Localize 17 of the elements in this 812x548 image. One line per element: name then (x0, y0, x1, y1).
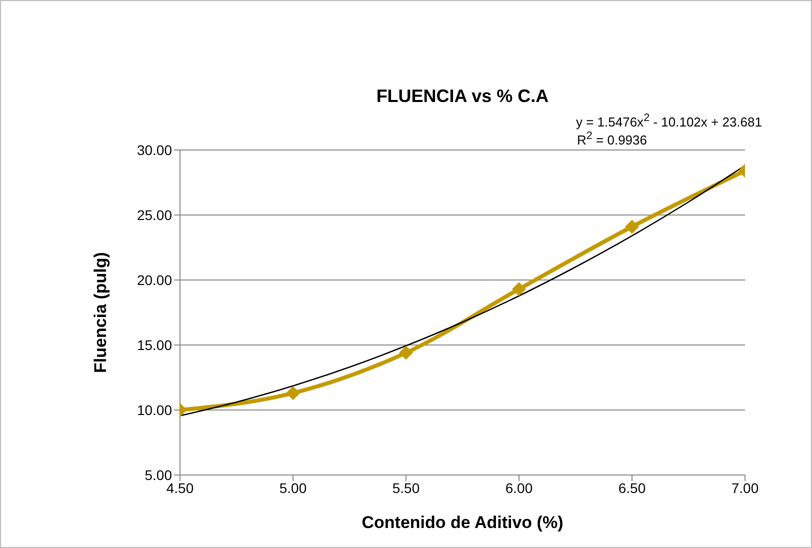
text: y = 1.5476x$^{2}$ - 10.102x + 23.681 (574, 111, 762, 130)
x-tick-label: 6.00 (505, 480, 533, 496)
y-axis-title: Fluencia (pulg) (91, 252, 110, 373)
y-tick-label: 10.00 (136, 402, 172, 418)
point (399, 346, 413, 360)
y-tick-label: 30.00 (136, 142, 172, 158)
chart-title: FLUENCIA vs % C.A (375, 86, 550, 107)
x-tick-label: 5.50 (392, 480, 420, 496)
x-tick-label: 5.00 (279, 480, 307, 496)
y-tick-label: 15.00 (136, 336, 172, 353)
point (512, 282, 526, 296)
text: R$^{2}$ = 0.9936 (576, 130, 648, 148)
y-tick-label: 20.00 (136, 272, 172, 288)
y-tick-label: 25.00 (136, 206, 172, 223)
x-tick-label: 7.00 (731, 480, 759, 496)
x-axis-title: Contenido de Aditivo (%) (362, 513, 564, 532)
x-tick-label: 6.50 (618, 480, 646, 496)
